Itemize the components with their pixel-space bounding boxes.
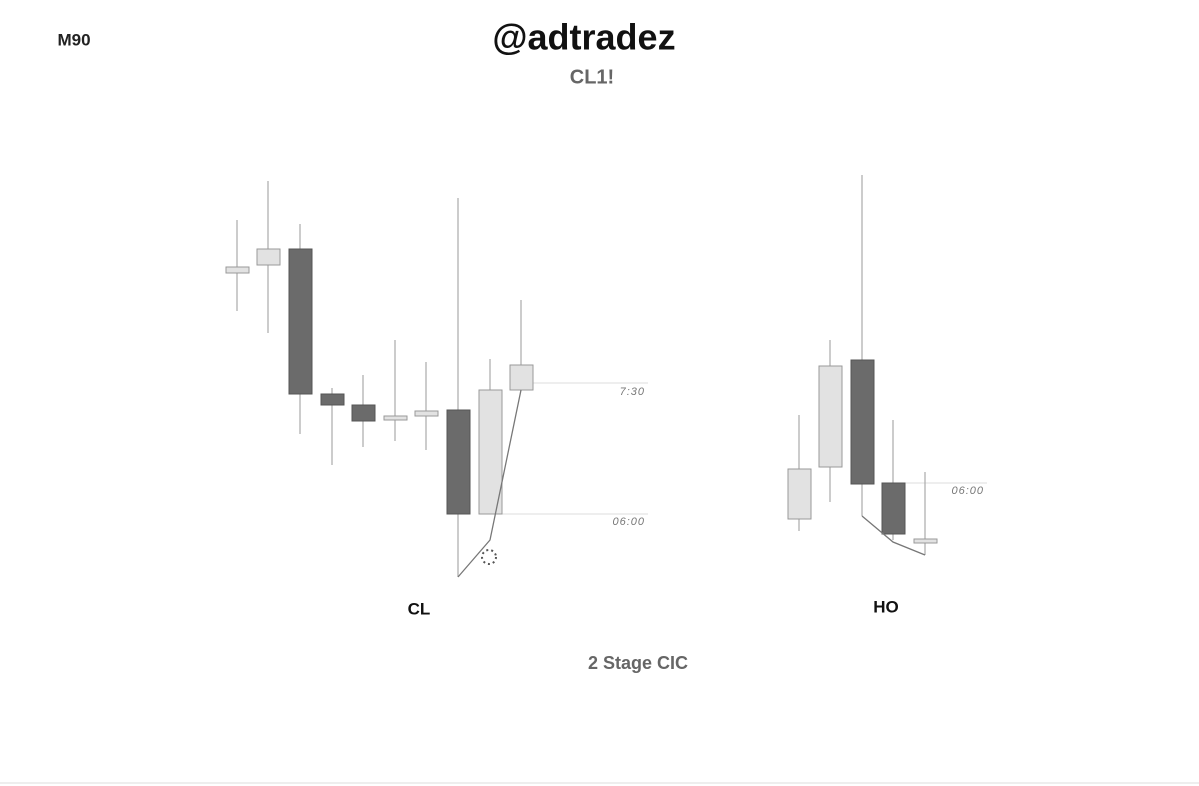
caption: 2 Stage CIC [588, 653, 688, 673]
candle-body [256, 248, 281, 266]
time-label: 06:00 [951, 485, 984, 497]
candle-body [320, 393, 345, 406]
subtitle: CL1! [570, 66, 614, 88]
candle-body [225, 266, 250, 274]
candle-body [509, 364, 534, 391]
cl-panel: 7:30 06:00 CL [225, 181, 648, 618]
candle-body [850, 359, 875, 485]
candle-body [818, 365, 843, 468]
panel-label: CL [408, 599, 431, 618]
candles [225, 181, 534, 577]
candle-body [478, 389, 503, 515]
candle-body [913, 538, 938, 544]
timeframe-label: M90 [57, 30, 90, 49]
candle-body [288, 248, 313, 395]
loading-indicator [481, 549, 497, 565]
candle-body [446, 409, 471, 515]
candle-body [414, 410, 439, 417]
swing-line [457, 389, 522, 578]
title: @adtradez [492, 17, 675, 58]
ho-panel: 06:00 HO [787, 175, 987, 616]
candle-body [351, 404, 376, 422]
candle-body [383, 415, 408, 421]
candles [787, 175, 938, 555]
time-label: 06:00 [612, 516, 645, 528]
candle-body [881, 482, 906, 535]
panel-label: HO [873, 597, 899, 616]
candle-body [787, 468, 812, 520]
time-label: 7:30 [620, 386, 645, 398]
swing-line [861, 515, 926, 556]
